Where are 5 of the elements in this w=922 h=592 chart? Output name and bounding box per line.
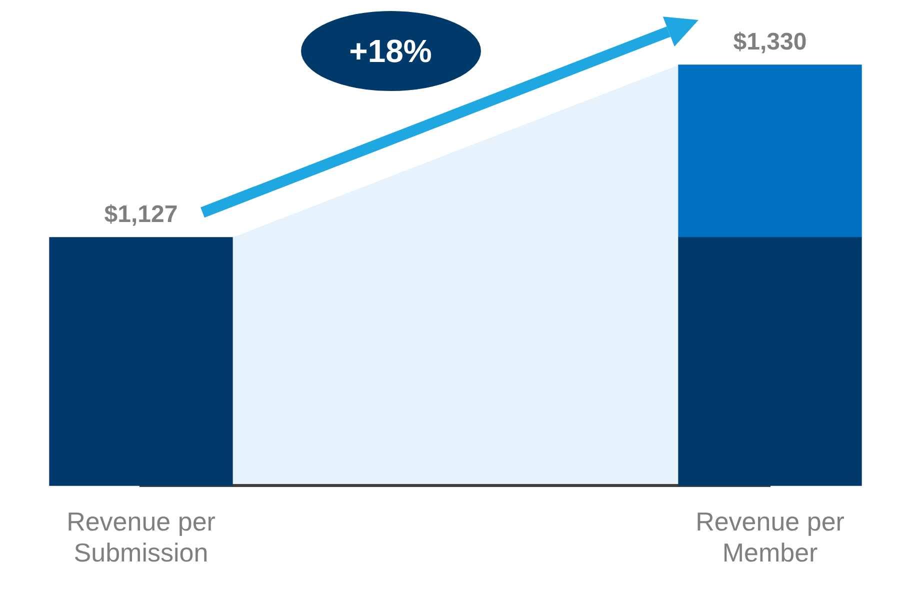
x-tick-label: Revenue per Submission [66, 506, 216, 568]
annotation: $1,127 [104, 201, 178, 228]
annotation: +18% [300, 11, 480, 92]
x-tick-label: Revenue per Member [696, 506, 845, 568]
annotation: $1,330 [733, 28, 807, 56]
